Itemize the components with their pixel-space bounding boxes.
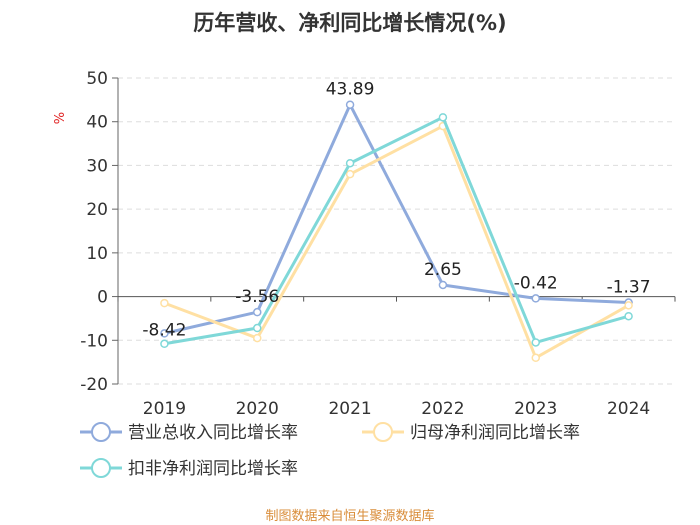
y-tick-label: -20 (80, 375, 108, 395)
data-label: -3.56 (235, 287, 279, 307)
data-point (438, 113, 448, 122)
y-tick-label: 20 (86, 200, 108, 220)
data-point (531, 294, 540, 303)
series-line-1 (164, 103, 629, 335)
series-lines (160, 100, 633, 363)
chart-title: 历年营收、净利同比增长情况(%) (193, 11, 506, 35)
data-point (624, 301, 633, 310)
y-tick-label: 40 (86, 113, 108, 133)
y-axis-unit-label: % (53, 112, 68, 124)
x-tick-label: 2024 (607, 399, 650, 419)
data-labels: -8.42 -3.56 43.89 2.65 -0.42 -1.37 (142, 80, 650, 341)
data-label: -1.37 (607, 278, 651, 298)
data-label: 2.65 (424, 260, 462, 280)
grid-lines (118, 77, 675, 385)
data-point (345, 169, 355, 179)
data-point (160, 329, 169, 338)
data-point (345, 100, 355, 109)
axes: 50 40 30 20 10 0 -10 -20 2019 2020 2021 2022 2023 202… (80, 69, 676, 419)
data-label: 43.89 (326, 80, 375, 100)
y-tick-label: 50 (86, 69, 108, 89)
legend-item: 营业总收入同比增长率 (80, 422, 298, 443)
data-point (531, 338, 540, 347)
x-tick-label: 2023 (514, 399, 557, 419)
data-point (345, 158, 355, 168)
data-point (531, 353, 540, 363)
source-footnote: 制图数据来自恒生聚源数据库 (265, 508, 434, 524)
y-tick-label: 10 (86, 244, 108, 264)
y-tick-label: 0 (97, 288, 108, 308)
legend-marker (91, 458, 111, 478)
y-tick-label: 30 (86, 156, 108, 176)
y-tick-label: -10 (80, 331, 108, 351)
data-point (253, 307, 262, 317)
series-line-3 (164, 115, 629, 346)
data-point (624, 311, 633, 321)
legend-marker (373, 422, 393, 442)
data-label: -0.42 (514, 273, 558, 293)
legend-label: 归母净利润同比增长率 (410, 423, 580, 443)
data-label: -8.42 (142, 320, 186, 340)
x-tick-label: 2020 (236, 399, 279, 419)
data-point (253, 323, 262, 333)
data-point (253, 333, 262, 343)
series-line-2 (163, 124, 630, 360)
legend-label: 营业总收入同比增长率 (128, 423, 298, 443)
data-point (438, 280, 448, 290)
x-tick-label: 2022 (421, 399, 464, 419)
legend-item: 归母净利润同比增长率 (362, 422, 580, 443)
data-point (160, 339, 169, 349)
legend-label: 扣非净利润同比增长率 (128, 459, 298, 479)
legend-item: 扣非净利润同比增长率 (80, 458, 298, 479)
data-point (160, 298, 169, 308)
legend-marker (91, 422, 111, 442)
x-tick-label: 2021 (328, 399, 371, 419)
x-tick-label: 2019 (143, 399, 186, 419)
